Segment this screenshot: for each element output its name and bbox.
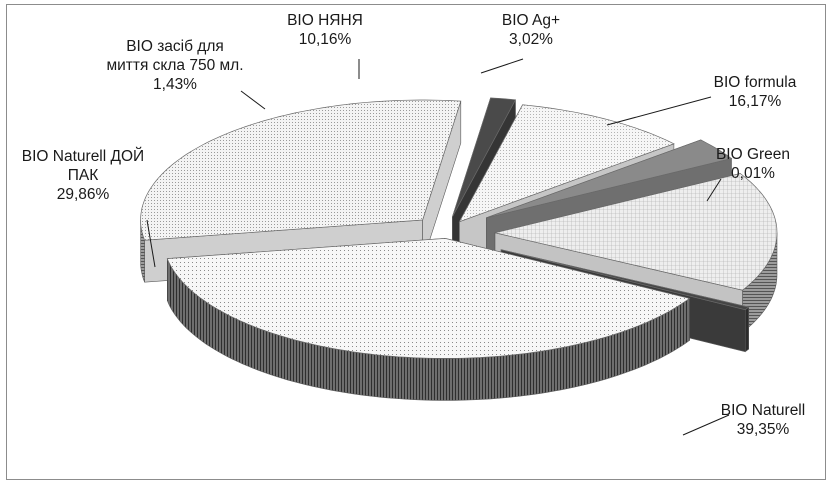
pie-slice-0 <box>166 238 691 359</box>
pie-slice-1 <box>140 99 462 241</box>
pie-slice-6 <box>501 249 750 311</box>
data-label-value-4: 3,02% <box>509 31 553 48</box>
data-label-value-3: 10,16% <box>299 31 352 48</box>
data-label-name-3: BIO НЯНЯ <box>287 12 363 29</box>
pie-slice-2 <box>452 97 517 217</box>
data-label-value-1: 29,86% <box>57 186 110 203</box>
data-label-name-2: BIO засіб для <box>126 38 224 55</box>
data-label-5: BIO formula 16,17% <box>714 74 797 110</box>
data-label-name-0: BIO Naturell <box>721 402 805 419</box>
data-label-name-5: BIO formula <box>714 74 797 91</box>
pie-slice-4 <box>486 139 733 219</box>
data-label-4: BIO Ag+ 3,02% <box>502 12 560 48</box>
data-label-3: BIO НЯНЯ 10,16% <box>287 12 363 48</box>
leader-line-0 <box>682 414 730 436</box>
data-label-name-4: BIO Ag+ <box>502 12 560 29</box>
data-label-2: BIO засіб для миття скла 750 мл. 1,43% <box>106 38 243 93</box>
data-label-name-2: миття скла 750 мл. <box>106 57 243 74</box>
data-label-0: BIO Naturell 39,35% <box>721 402 805 438</box>
pie-slice-5 <box>494 173 778 291</box>
data-label-value-0: 39,35% <box>737 421 790 438</box>
data-label-name-6: BIO Green <box>716 146 790 163</box>
leader-line-5 <box>606 96 712 126</box>
pie-slice-3 <box>458 104 675 223</box>
data-label-value-6: 0,01% <box>731 165 775 182</box>
data-label-name-1: ПАК <box>68 167 99 184</box>
data-label-value-2: 1,43% <box>153 76 197 93</box>
data-label-6: BIO Green 0,01% <box>716 146 790 182</box>
leader-line-4 <box>480 58 524 74</box>
chart-frame: BIO Naturell 39,35% BIO Naturell ДОЙ ПАК 29,… <box>6 4 826 480</box>
pie-chart: BIO Naturell 39,35% BIO Naturell ДОЙ ПАК 29,… <box>22 12 805 438</box>
leader-line-6 <box>706 178 722 202</box>
data-label-1: BIO Naturell ДОЙ ПАК 29,86% <box>22 147 144 203</box>
data-label-name-1: BIO Naturell ДОЙ <box>22 147 144 165</box>
leader-line-1 <box>146 219 156 268</box>
pie-slice-band-6 <box>744 306 750 353</box>
data-label-value-5: 16,17% <box>729 93 782 110</box>
leader-line-2 <box>240 90 266 110</box>
